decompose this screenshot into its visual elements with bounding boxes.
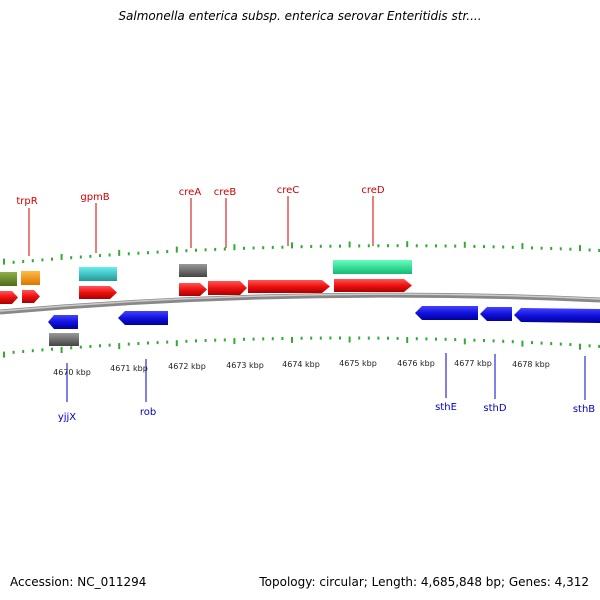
olive-feature[interactable] xyxy=(0,272,17,286)
reverse-gene-arrow[interactable] xyxy=(415,306,478,320)
forward-gene-arrow[interactable] xyxy=(22,290,40,303)
genome-backbone xyxy=(0,292,600,315)
orange-feature[interactable] xyxy=(21,271,40,285)
gene-label-gpmB[interactable]: gpmB xyxy=(80,192,109,203)
reverse-gene-arrow[interactable] xyxy=(118,311,168,325)
forward-gene-arrow[interactable] xyxy=(334,279,412,292)
forward-gene-arrow[interactable] xyxy=(79,286,117,299)
genome-stats-text: Topology: circular; Length: 4,685,848 bp… xyxy=(259,575,589,589)
scale-label: 4675 kbp xyxy=(339,359,377,368)
forward-gene-arrow[interactable] xyxy=(179,283,207,296)
upper-tick-row xyxy=(3,241,600,265)
forward-gene-arrow[interactable] xyxy=(248,280,330,293)
gene-label-sthE[interactable]: sthE xyxy=(435,402,457,413)
gene-label-creD[interactable]: creD xyxy=(361,185,385,196)
top-feature-track xyxy=(0,260,412,286)
forward-gene-arrow[interactable] xyxy=(208,281,247,295)
reverse-gene-arrow[interactable] xyxy=(48,315,78,329)
scale-label: 4678 kbp xyxy=(512,360,550,369)
gene-label-yjjX[interactable]: yjjX xyxy=(58,412,76,423)
cyan-rna-feature[interactable] xyxy=(79,267,117,281)
grey-pseudogene-feature[interactable] xyxy=(49,333,79,346)
gene-label-sthD[interactable]: sthD xyxy=(483,403,506,414)
gene-label-creB[interactable]: creB xyxy=(214,187,237,198)
gene-label-trpR[interactable]: trpR xyxy=(16,196,37,207)
green-rna-feature[interactable] xyxy=(333,260,412,274)
scale-label: 4677 kbp xyxy=(454,359,492,368)
top-label-leaders xyxy=(28,196,374,256)
gene-label-creC[interactable]: creC xyxy=(277,185,300,196)
grey-pseudogene-feature[interactable] xyxy=(179,264,207,277)
reverse-gene-arrow[interactable] xyxy=(514,308,600,323)
accession-text: Accession: NC_011294 xyxy=(10,575,147,589)
forward-gene-track xyxy=(0,279,412,304)
lower-tick-row xyxy=(3,336,600,358)
gene-label-creA[interactable]: creA xyxy=(179,187,202,198)
scale-label: 4674 kbp xyxy=(282,360,320,369)
scale-label: 4671 kbp xyxy=(110,364,148,373)
scale-label: 4672 kbp xyxy=(168,362,206,371)
gene-label-rob[interactable]: rob xyxy=(140,407,156,418)
genome-title: Salmonella enterica subsp. enterica sero… xyxy=(118,9,482,23)
scale-label: 4676 kbp xyxy=(397,359,435,368)
reverse-gene-arrow[interactable] xyxy=(480,307,512,321)
bottom-label-leaders xyxy=(66,353,586,402)
gene-label-sthB[interactable]: sthB xyxy=(573,404,595,415)
scale-label: 4673 kbp xyxy=(226,361,264,370)
reverse-gene-track xyxy=(48,306,600,329)
genome-backbone-highlight xyxy=(0,293,600,312)
scale-label: 4670 kbp xyxy=(53,368,91,377)
forward-gene-arrow[interactable] xyxy=(0,291,18,304)
